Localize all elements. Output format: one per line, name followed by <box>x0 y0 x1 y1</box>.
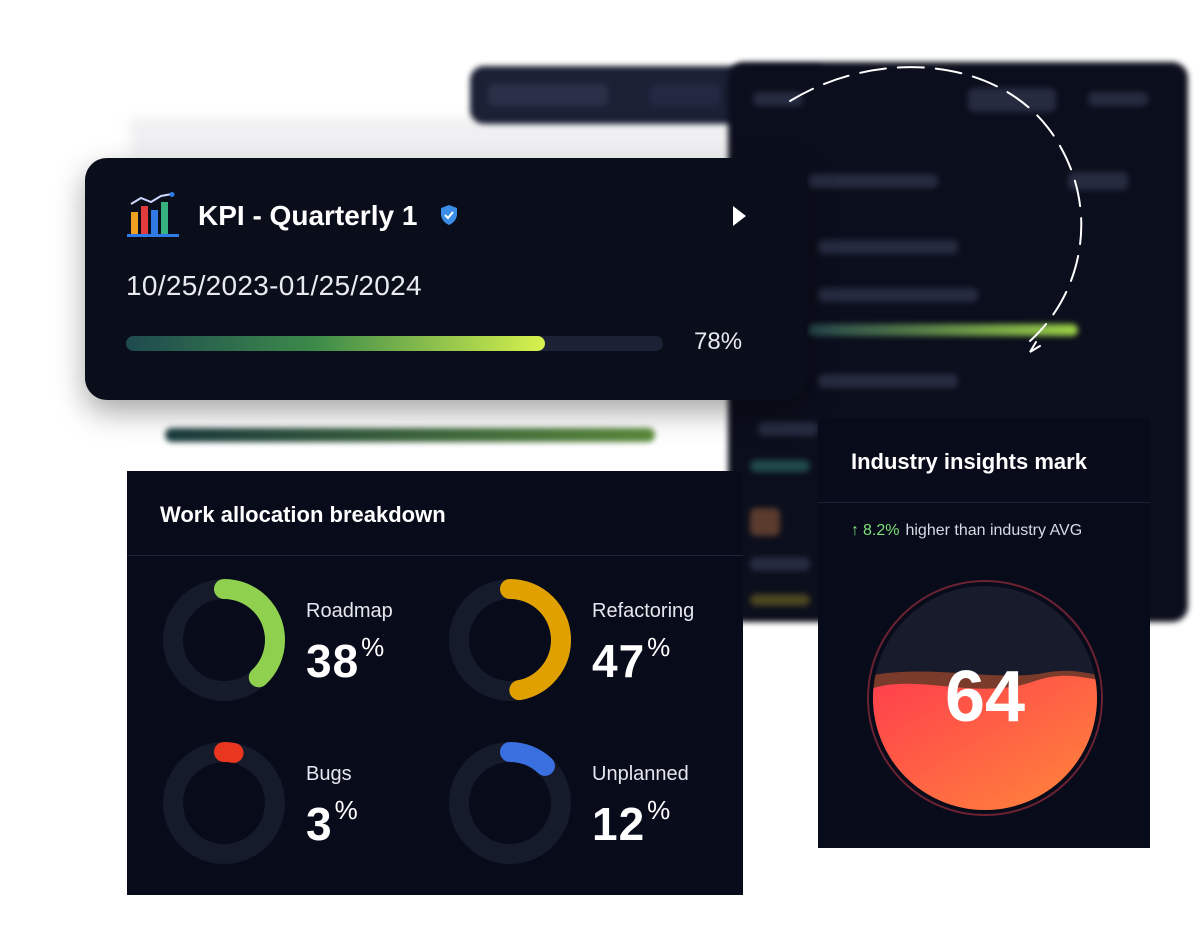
dashed-arc-decoration <box>789 66 1083 353</box>
background-row <box>818 240 958 254</box>
allocation-value: 47% <box>592 632 672 687</box>
background-tab <box>488 84 608 106</box>
kpi-progress-label: 78% <box>694 328 743 355</box>
kpi-title: KPI - Quarterly 1 <box>198 200 418 231</box>
background-bar <box>750 460 810 472</box>
comparison-text: higher than industry AVG <box>905 522 1083 539</box>
allocation-value: 38% <box>306 632 386 687</box>
verified-shield-icon <box>441 205 457 225</box>
industry-insights-header: Industry insights mark <box>818 418 1150 503</box>
background-row <box>750 557 810 571</box>
background-progress-bar <box>165 428 655 442</box>
score-gauge <box>867 580 1103 816</box>
kpi-card[interactable]: KPI - Quarterly 1 10/25/2023-01/25/2024 … <box>85 158 807 400</box>
comparison-delta: 8.2% <box>863 522 900 539</box>
background-row <box>968 88 1056 112</box>
kpi-date-range: 10/25/2023-01/25/2024 <box>126 270 422 301</box>
allocation-value: 3% <box>306 795 359 850</box>
industry-insights-card: Industry insights mark ↑ 8.2% higher than … <box>818 418 1150 848</box>
refactoring-donut <box>449 579 571 701</box>
background-row <box>818 374 958 388</box>
kpi-progress-fill <box>126 336 545 351</box>
background-row <box>753 92 803 106</box>
background-tab <box>650 84 720 106</box>
arrow-up-icon: ↑ <box>851 522 859 539</box>
insights-score: 64 <box>944 657 1026 737</box>
allocation-item-bugs: Bugs 3% <box>160 739 450 879</box>
allocation-label: Refactoring <box>592 600 695 622</box>
work-allocation-title: Work allocation breakdown <box>160 502 446 527</box>
play-arrow-icon[interactable] <box>733 206 746 226</box>
allocation-label: Unplanned <box>592 763 689 785</box>
allocation-item-refactoring: Refactoring 47% <box>446 576 736 716</box>
background-row <box>808 174 938 188</box>
background-bar <box>750 594 810 606</box>
kpi-progress-bar <box>126 336 663 351</box>
background-bar <box>808 324 1078 336</box>
allocation-item-roadmap: Roadmap 38% <box>160 576 450 716</box>
work-allocation-header: Work allocation breakdown <box>127 471 743 556</box>
background-row <box>750 508 780 536</box>
background-shadow <box>130 118 810 158</box>
industry-insights-title: Industry insights mark <box>851 449 1087 474</box>
background-row <box>1088 92 1148 106</box>
background-row <box>758 422 818 436</box>
roadmap-donut <box>163 579 285 701</box>
bugs-donut <box>163 742 285 864</box>
work-allocation-card: Work allocation breakdown Roadmap 38% Re… <box>127 471 743 895</box>
allocation-value: 12% <box>592 795 672 850</box>
allocation-item-unplanned: Unplanned 12% <box>446 739 736 879</box>
background-row <box>818 288 978 302</box>
industry-comparison: ↑ 8.2% higher than industry AVG <box>851 522 1082 540</box>
bar-chart-icon <box>127 192 179 237</box>
unplanned-donut <box>449 742 571 864</box>
allocation-label: Bugs <box>306 763 352 785</box>
background-row <box>1068 172 1128 190</box>
allocation-label: Roadmap <box>306 600 393 622</box>
